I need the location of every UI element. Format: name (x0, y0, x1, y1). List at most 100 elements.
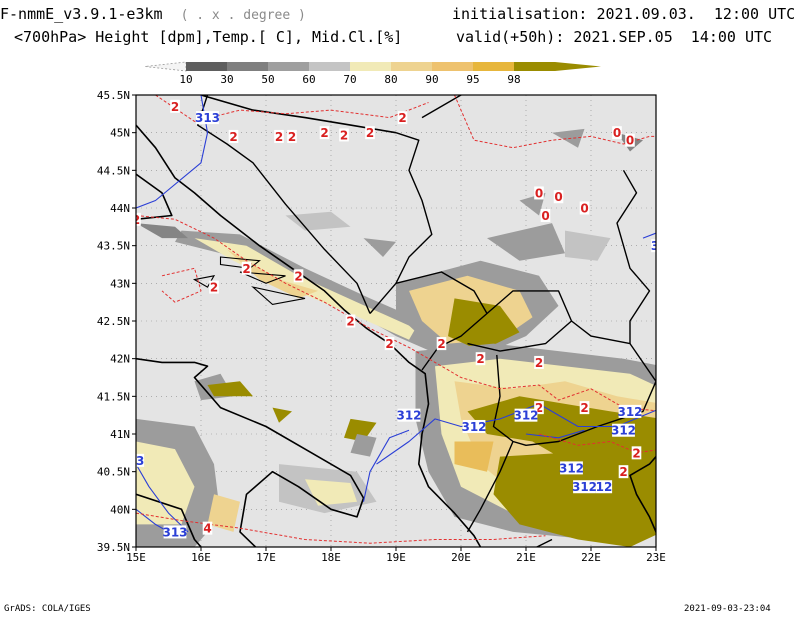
colorbar-tick-label: 60 (302, 73, 315, 86)
init-label: initialisation: (452, 5, 588, 23)
height-contour-label: 312 (396, 409, 421, 423)
height-contour-label: 31 (651, 239, 668, 253)
border-albania-greece (466, 441, 514, 533)
lon-label: 16E (191, 551, 211, 564)
cloud-cover-sea (344, 418, 377, 442)
cloud-cover-italy (136, 441, 195, 525)
lat-label: 40.5N (97, 466, 130, 479)
cloud-cover-coast (136, 223, 188, 239)
contour-label-box (579, 201, 590, 215)
temperature-contour-label: 2 (619, 465, 627, 479)
height-contour-label: 313 (162, 525, 187, 539)
island (251, 286, 306, 305)
colorbar-tick-label: 50 (261, 73, 274, 86)
cloud-cover-serbia (565, 230, 611, 261)
temperature-contour-label: 2 (385, 337, 393, 351)
colorbar-segment (391, 62, 432, 71)
temperature-contour-label: 2 (398, 111, 406, 125)
temperature-contour-label: 2 (346, 315, 354, 329)
temperature-contour-label: 2 (535, 401, 543, 415)
lat-label: 39.5N (97, 541, 130, 554)
height-contour (376, 403, 656, 465)
model-note: ( . x . degree ) (180, 8, 306, 23)
init-line: initialisation: 2021.09.03. 12:00 UTC (452, 6, 795, 23)
valid-line: valid(+50h): 2021.SEP.05 14:00 UTC (456, 29, 772, 46)
lon-label: 20E (451, 551, 471, 564)
contour-label-box (241, 261, 252, 275)
height-contour-label: 313 (195, 111, 220, 125)
lat-label: 45N (110, 127, 130, 140)
lon-label: 23E (646, 551, 666, 564)
lat-label: 41.5N (97, 390, 130, 403)
contour-label-box (365, 126, 375, 140)
colorbar-legend: 10 30 50 60 70 80 90 95 98 (145, 61, 601, 86)
temperature-contour-label: 2 (229, 130, 237, 144)
contour-label-box (540, 209, 551, 223)
contour-label-box (345, 314, 356, 328)
colorbar-segment (432, 62, 473, 71)
temperature-contour-label: 0 (554, 190, 562, 204)
height-contour (642, 232, 656, 239)
coastline-adriatic (136, 124, 482, 547)
model-title: F-nmmE_v3.9.1-e3km ( . x . degree ) (0, 6, 306, 24)
temperature-contour (161, 267, 202, 303)
cloud-cover-sea (305, 479, 357, 506)
colorbar-tick-label: 90 (425, 73, 438, 86)
contour-label-box (339, 128, 349, 142)
border-bosnia-serbia (395, 132, 433, 284)
contour-label-box (618, 465, 629, 479)
height-contour-label: 12 (596, 480, 613, 494)
height-contour (525, 429, 585, 439)
contour-label-box (397, 408, 421, 422)
contour-label-box (560, 461, 583, 475)
colorbar-segment (186, 62, 227, 71)
lat-label: 42.5N (97, 315, 130, 328)
height-contour-label: 312 (461, 420, 486, 434)
colorbar-tick-label: 80 (384, 73, 397, 86)
contour-label-box (534, 186, 544, 200)
lon-label: 18E (321, 551, 341, 564)
height-contour-label: 312 (572, 480, 597, 494)
lon-label: 21E (516, 551, 536, 564)
island (239, 271, 286, 284)
contour-label-box (573, 480, 596, 494)
model-name: F-nmmE_v3.9.1-e3km (0, 5, 163, 23)
temperature-contour-label: 0 (541, 209, 549, 223)
temperature-contour-label: 2 (535, 356, 543, 370)
lon-label: 17E (256, 551, 276, 564)
contour-label-box (228, 129, 239, 143)
contour-label-box (618, 404, 642, 418)
contour-label-box (136, 212, 141, 226)
lat-label: 41N (110, 428, 130, 441)
contour-label-box (595, 480, 613, 494)
colorbar-tick-label: 70 (343, 73, 356, 86)
coastline-aegean (629, 455, 656, 534)
footer-credit: GrADS: COLA/IGES (4, 604, 91, 614)
lat-label: 42N (110, 353, 130, 366)
cloud-cover-sea (350, 434, 377, 457)
colorbar-segment (350, 62, 391, 71)
cloud-cover-sea (272, 407, 292, 423)
height-contour (136, 463, 189, 533)
temperature-contour-label: 4 (203, 522, 211, 536)
contour-label-box (534, 401, 544, 415)
coastline-greece (535, 538, 553, 547)
contour-label-box (612, 423, 635, 437)
contour-label-box (136, 453, 145, 467)
border-macedonia (492, 320, 656, 446)
temperature-contour (136, 215, 656, 412)
contour-label-box (534, 355, 544, 369)
temperature-contour (155, 95, 429, 122)
contour-label-box (631, 446, 642, 460)
colorbar-segment (473, 62, 514, 71)
height-contour-label: 312 (559, 461, 584, 475)
cloud-cover-kosovo (448, 298, 520, 352)
colorbar-segment (309, 62, 350, 71)
contour-label-box (196, 111, 219, 125)
border-northeast (421, 95, 462, 119)
colorbar-segment (514, 62, 555, 71)
colorbar-tick-label: 30 (220, 73, 233, 86)
height-contour-label: 312 (611, 424, 636, 438)
temperature-contour-label: 2 (580, 401, 588, 415)
